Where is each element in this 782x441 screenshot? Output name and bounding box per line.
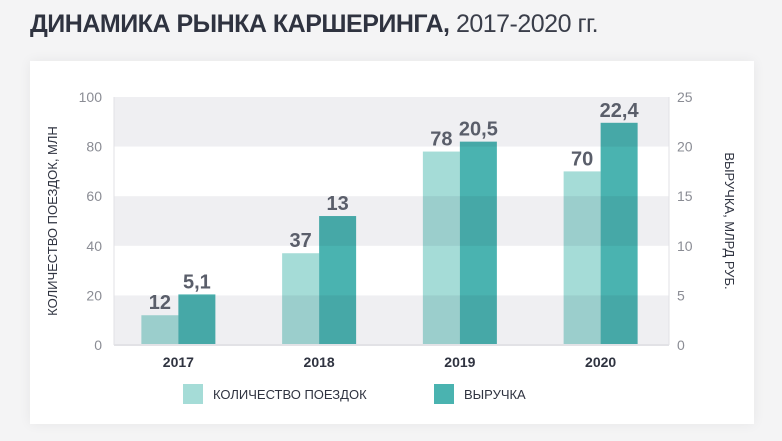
bar-trips: [141, 315, 179, 345]
data-label-trips: 78: [430, 129, 452, 151]
y-tick-right: 10: [677, 238, 693, 254]
data-label-revenue: 5,1: [183, 271, 211, 293]
y-tick-left: 20: [86, 287, 102, 303]
bar-trips: [282, 253, 320, 345]
bar-trips: [563, 171, 601, 345]
y-tick-right: 0: [677, 337, 685, 353]
x-tick-label: 2020: [585, 354, 616, 370]
legend-swatch-revenue: [434, 384, 454, 404]
y-tick-right: 20: [677, 139, 693, 155]
title-bold: ДИНАМИКА РЫНКА КАРШЕРИНГА,: [30, 10, 450, 38]
legend-label-trips: КОЛИЧЕСТВО ПОЕЗДОК: [213, 386, 367, 402]
legend-item-revenue: ВЫРУЧКА: [434, 384, 526, 404]
data-label-revenue: 20,5: [459, 119, 498, 141]
data-label-trips: 37: [290, 230, 312, 252]
y-tick-left: 80: [86, 139, 102, 155]
data-label-revenue: 22,4: [600, 100, 640, 122]
bar-revenue: [319, 216, 357, 345]
bar-revenue: [600, 122, 638, 346]
x-tick-label: 2019: [444, 354, 475, 370]
legend-swatch-trips: [183, 384, 203, 404]
x-tick-label: 2017: [163, 354, 194, 370]
y-tick-left: 60: [86, 188, 102, 204]
data-label-trips: 70: [571, 148, 593, 170]
y-tick-right: 5: [677, 287, 685, 303]
bar-trips: [422, 151, 460, 345]
bar-revenue: [178, 294, 216, 345]
legend-item-trips: КОЛИЧЕСТВО ПОЕЗДОК: [183, 384, 367, 404]
chart-title: ДИНАМИКА РЫНКА КАРШЕРИНГА, 2017-2020 гг.: [30, 10, 599, 39]
y-tick-left: 100: [79, 89, 103, 105]
x-tick-label: 2018: [304, 354, 335, 370]
data-label-trips: 12: [149, 292, 171, 314]
y-tick-left: 40: [86, 238, 102, 254]
legend-label-revenue: ВЫРУЧКА: [464, 386, 526, 402]
grid-band: [114, 97, 669, 147]
bar-revenue: [459, 141, 497, 345]
y-tick-right: 15: [677, 188, 693, 204]
y-tick-left: 0: [94, 337, 102, 353]
title-years: 2017-2020 гг.: [455, 10, 599, 38]
y-axis-label-right: ВЫРУЧКА, МЛРД РУБ.: [722, 152, 737, 289]
data-label-revenue: 13: [327, 193, 349, 215]
y-axis-label-left: КОЛИЧЕСТВО ПОЕЗДОК, МЛН: [45, 126, 60, 316]
y-tick-right: 25: [677, 89, 693, 105]
